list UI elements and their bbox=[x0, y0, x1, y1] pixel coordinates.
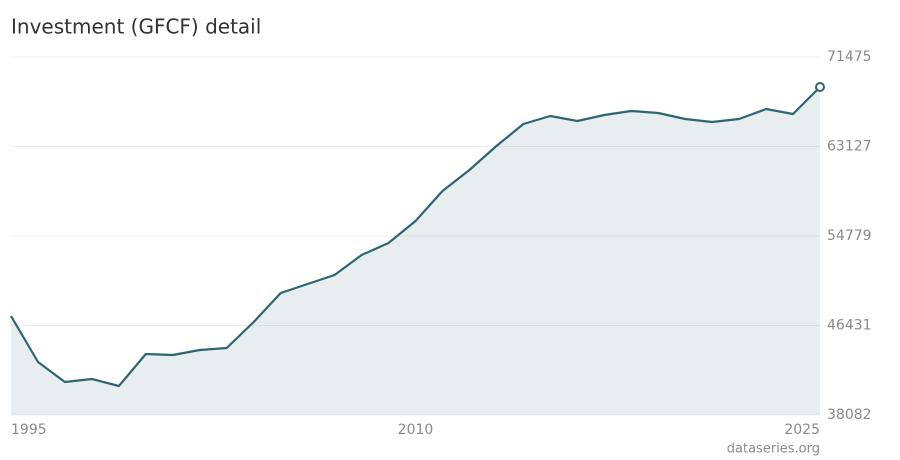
x-tick-label: 1995 bbox=[11, 422, 47, 438]
area bbox=[11, 87, 820, 415]
y-tick-label: 71475 bbox=[827, 49, 872, 65]
y-tick-label: 63127 bbox=[827, 138, 872, 154]
x-tick-label: 2025 bbox=[784, 422, 820, 438]
chart-title: Investment (GFCF) detail bbox=[11, 15, 261, 39]
last-point bbox=[815, 81, 825, 92]
y-tick-label: 46431 bbox=[827, 317, 872, 333]
line bbox=[10, 86, 821, 388]
x-tick-label: 2010 bbox=[398, 422, 434, 438]
y-tick-label: 54779 bbox=[827, 228, 872, 244]
source: dataseries.org bbox=[727, 442, 820, 457]
y-tick-label: 38082 bbox=[827, 407, 872, 423]
